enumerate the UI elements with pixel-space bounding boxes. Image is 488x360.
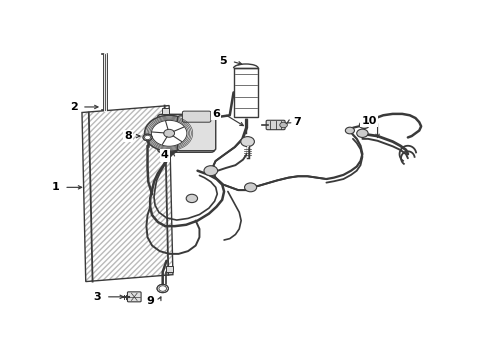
FancyBboxPatch shape: [177, 116, 215, 151]
Text: 2: 2: [70, 102, 77, 112]
Circle shape: [244, 183, 256, 192]
Circle shape: [279, 122, 287, 128]
Text: 4: 4: [161, 150, 168, 161]
Circle shape: [359, 121, 368, 129]
Text: 1: 1: [52, 183, 60, 192]
FancyBboxPatch shape: [127, 292, 141, 302]
FancyBboxPatch shape: [182, 111, 210, 122]
Circle shape: [186, 194, 197, 203]
Circle shape: [356, 129, 367, 138]
Text: 7: 7: [292, 117, 300, 127]
Circle shape: [142, 134, 152, 141]
Text: 6: 6: [211, 109, 219, 119]
FancyBboxPatch shape: [158, 114, 214, 152]
Circle shape: [151, 120, 186, 146]
FancyBboxPatch shape: [265, 120, 285, 130]
Bar: [166, 266, 173, 273]
Text: 3: 3: [94, 292, 101, 302]
Text: 9: 9: [146, 296, 154, 306]
Bar: [233, 68, 258, 117]
Text: 5: 5: [219, 56, 226, 66]
Bar: [162, 108, 169, 114]
Circle shape: [144, 115, 193, 151]
Circle shape: [157, 284, 168, 293]
Text: 10: 10: [361, 116, 376, 126]
Circle shape: [345, 127, 354, 134]
Polygon shape: [82, 105, 173, 282]
Circle shape: [203, 166, 217, 176]
Circle shape: [163, 129, 174, 137]
Circle shape: [240, 136, 254, 147]
Text: 8: 8: [123, 131, 131, 141]
